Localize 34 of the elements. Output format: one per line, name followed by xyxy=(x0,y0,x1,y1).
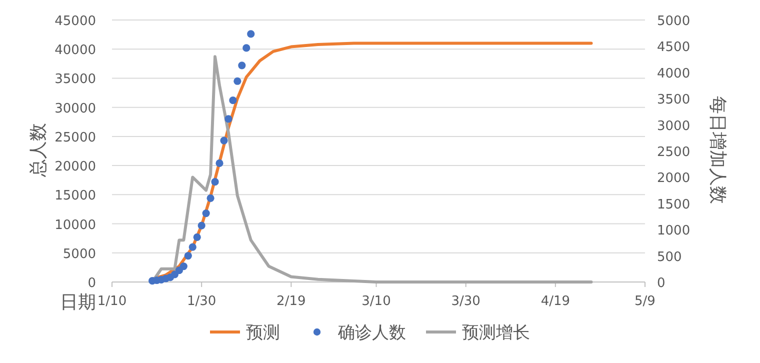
y-tick-label: 10000 xyxy=(54,218,96,233)
y2-tick-label: 1500 xyxy=(657,197,690,212)
y-tick-label: 0 xyxy=(88,276,96,291)
y2-tick-label: 500 xyxy=(657,250,682,265)
x-tick-label: 5/9 xyxy=(634,294,656,309)
y2-tick-label: 1000 xyxy=(657,224,690,239)
y-tick-label: 40000 xyxy=(54,43,96,58)
y2-tick-label: 4500 xyxy=(657,40,690,56)
legend-label: 预测 xyxy=(246,323,280,343)
y2-tick-label: 0 xyxy=(657,276,666,291)
y2-tick-label: 5000 xyxy=(657,14,690,29)
y-tick-label: 5000 xyxy=(62,246,96,262)
x-tick-label: 1/30 xyxy=(186,294,216,309)
y-tick-label: 35000 xyxy=(54,72,96,88)
y2-axis-title: 每日增加人数 xyxy=(707,96,728,204)
y-tick-label: 30000 xyxy=(54,101,96,116)
legend-label: 确诊人数 xyxy=(337,323,406,343)
x-tick-label: 3/10 xyxy=(362,294,391,309)
y-tick-label: 45000 xyxy=(54,14,96,29)
y-tick-label: 15000 xyxy=(54,188,96,204)
y-axis-title: 总人数 xyxy=(28,123,49,178)
x-tick-label: 2/19 xyxy=(276,294,306,309)
x-axis-title: 日期 xyxy=(60,292,96,313)
x-tick-label: 4/19 xyxy=(540,294,570,309)
x-tick-label: 1/10 xyxy=(97,294,127,309)
y2-tick-label: 4000 xyxy=(657,66,690,82)
y2-tick-label: 3500 xyxy=(657,92,690,108)
y-tick-label: 20000 xyxy=(54,160,96,175)
y-tick-label: 25000 xyxy=(54,130,96,146)
y2-tick-label: 2500 xyxy=(657,145,690,160)
y2-tick-label: 2000 xyxy=(657,171,690,186)
y2-tick-label: 3000 xyxy=(657,118,690,134)
legend-label: 预测增长 xyxy=(462,323,530,343)
x-tick-label: 3/30 xyxy=(451,294,480,309)
